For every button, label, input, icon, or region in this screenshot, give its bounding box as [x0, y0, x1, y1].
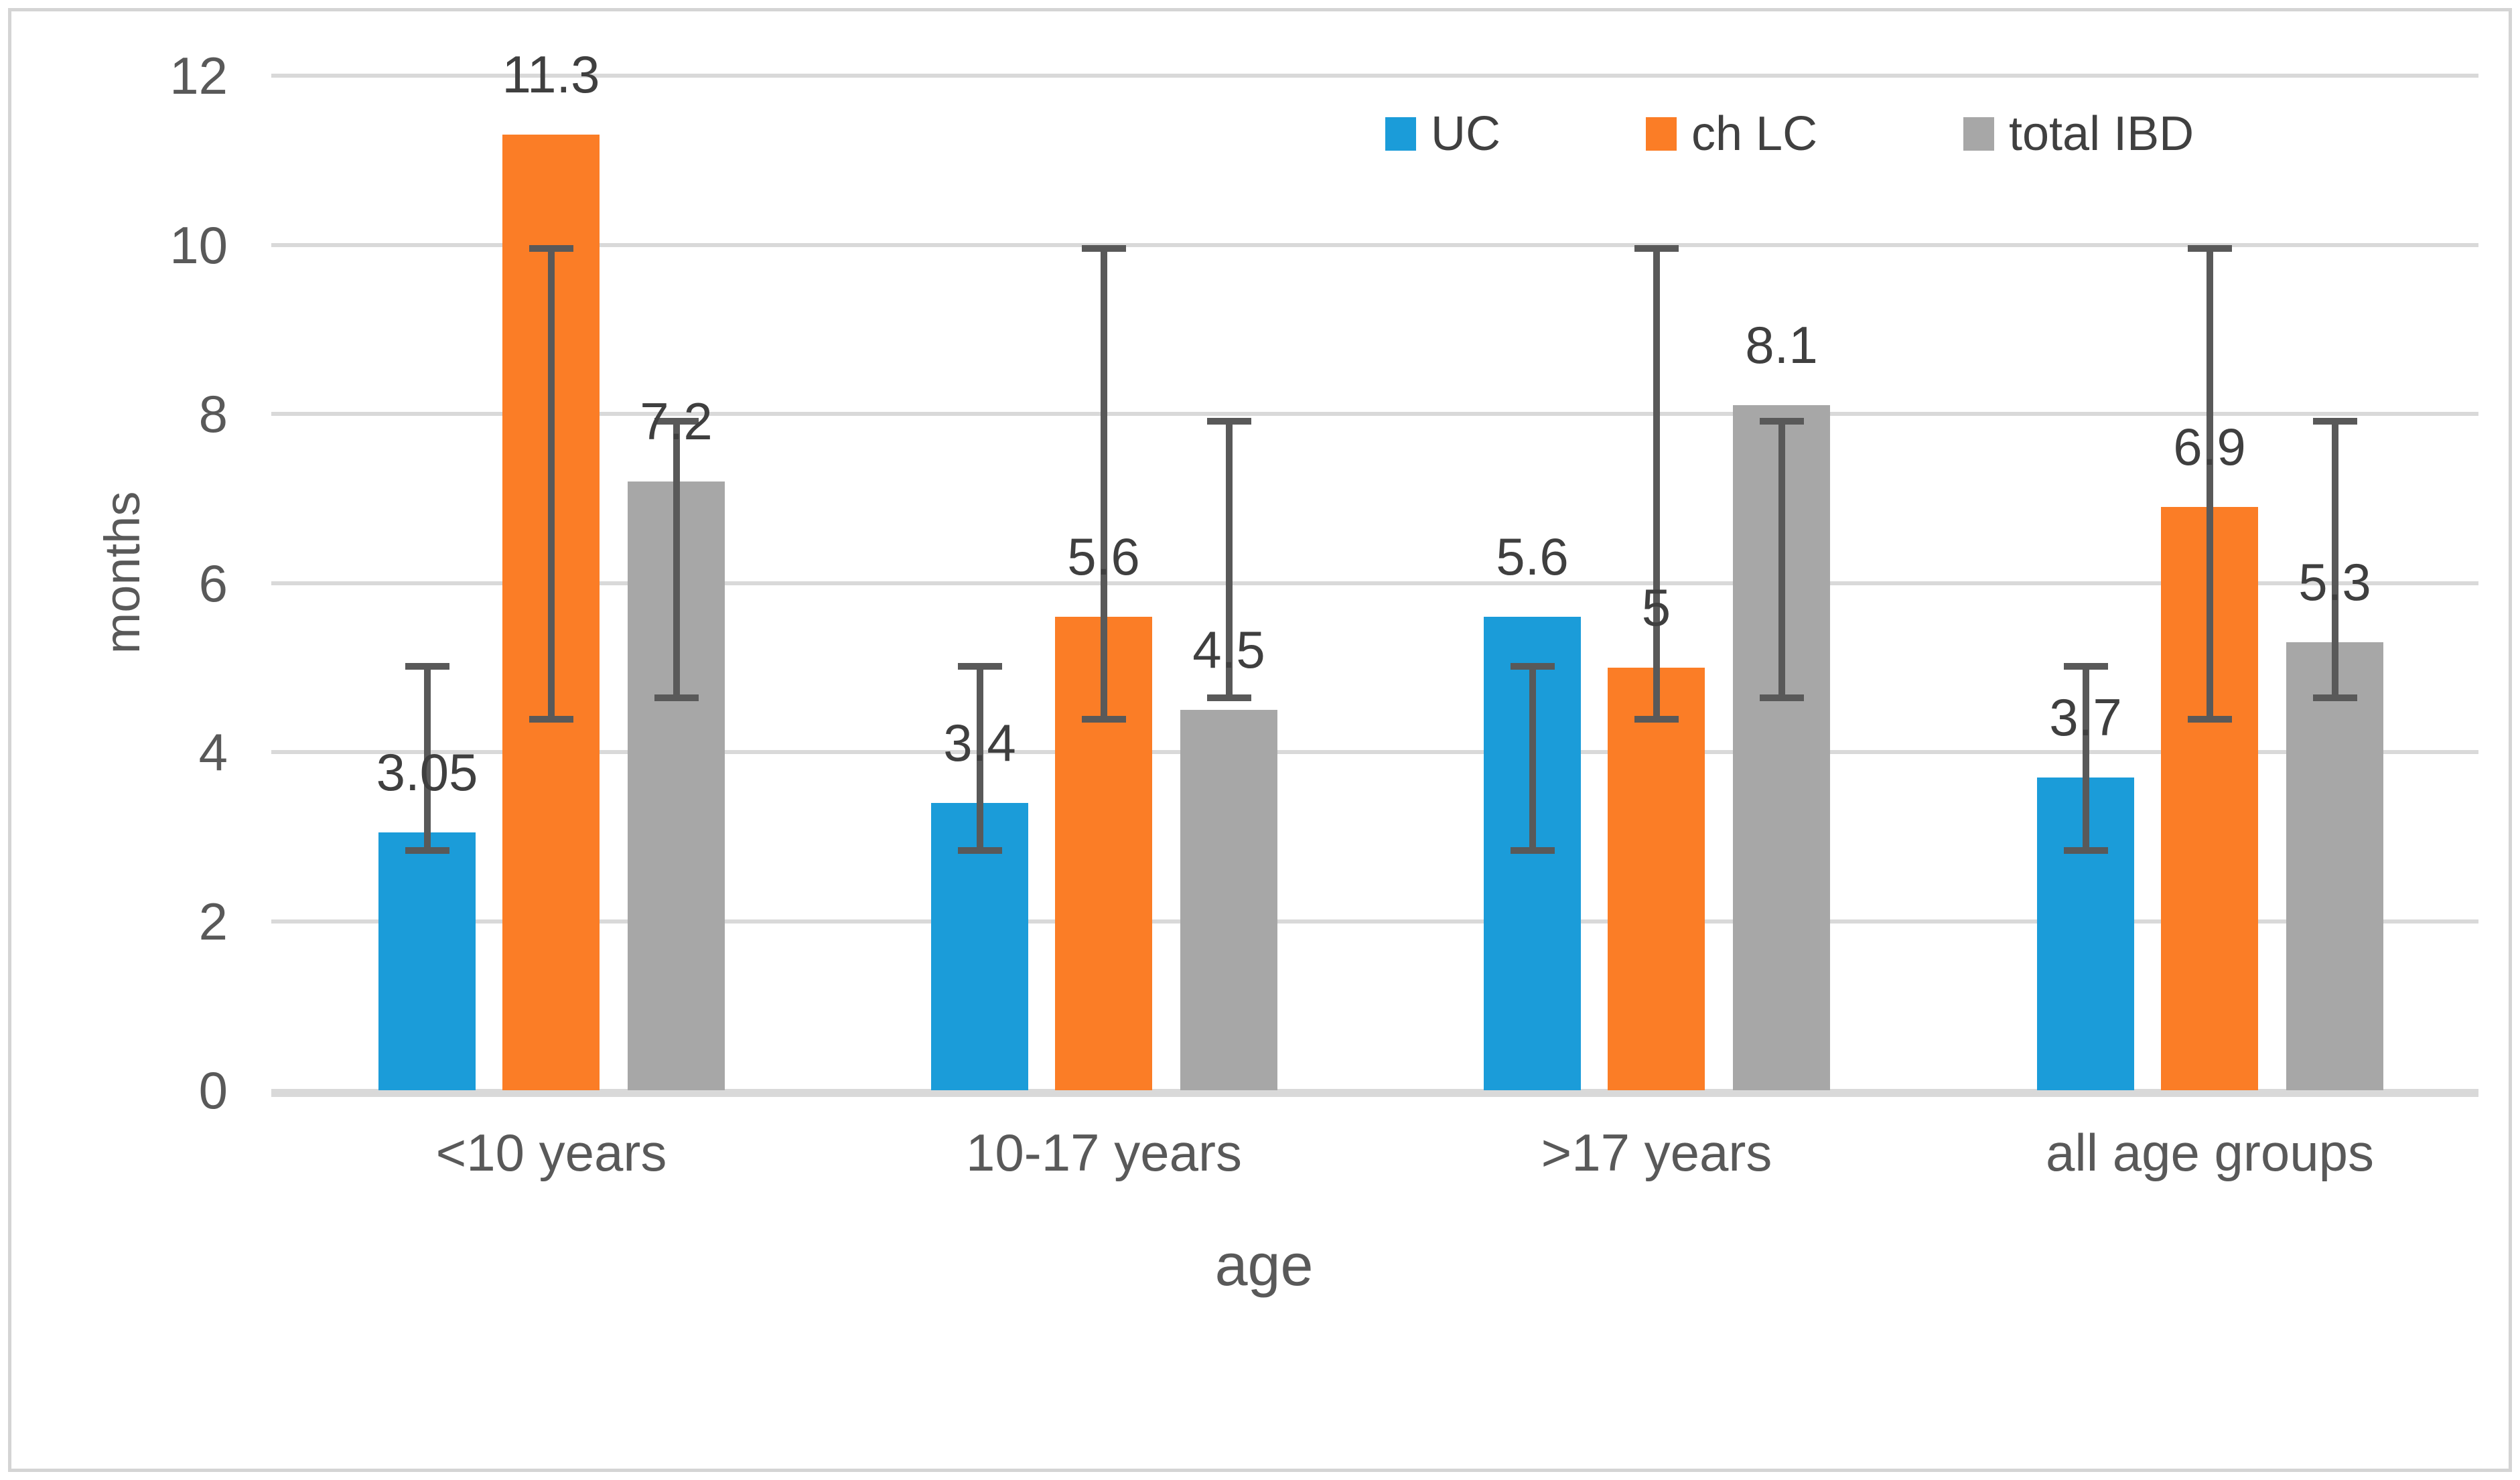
y-tick-6: 6: [198, 553, 228, 613]
data-label-ch-lc-0: 11.3: [502, 45, 600, 104]
legend-label-uc: UC: [1431, 107, 1500, 161]
error-bar-uc-0-line: [423, 663, 431, 854]
error-bar-ch-lc-1-cap-bottom: [1081, 715, 1126, 723]
error-bar-uc-3-line: [2082, 663, 2089, 854]
legend-item-uc: UC: [1385, 110, 1500, 158]
error-bar-ch-lc-2-cap-bottom: [1634, 715, 1679, 723]
error-bar-total-ibd-1-cap-top: [1206, 418, 1251, 425]
data-label-uc-0: 3.05: [376, 742, 478, 802]
error-bar-ch-lc-2-cap-top: [1634, 244, 1679, 252]
x-axis-line: [271, 1089, 2478, 1097]
error-bar-ch-lc-3-cap-top: [2187, 244, 2232, 252]
legend-swatch-total-ibd-icon: [1963, 117, 1994, 151]
error-bar-total-ibd-3-cap-top: [2312, 418, 2357, 425]
error-bar-ch-lc-0-cap-bottom: [529, 715, 573, 723]
error-bar-uc-0-cap-top: [405, 663, 449, 670]
bar-ch-lc-2: [1608, 667, 1705, 1090]
error-bar-total-ibd-2-line: [1778, 418, 1785, 702]
data-label-total-ibd-0: 7.2: [640, 392, 713, 451]
error-bar-uc-3-cap-top: [2063, 663, 2108, 670]
error-bar-total-ibd-0-cap-bottom: [654, 694, 699, 702]
error-bar-ch-lc-1-cap-top: [1081, 244, 1126, 252]
data-label-ch-lc-3: 6.9: [2173, 417, 2246, 476]
error-bar-ch-lc-0-line: [547, 244, 555, 723]
data-label-uc-1: 3.4: [943, 713, 1016, 772]
data-label-uc-2: 5.6: [1496, 527, 1569, 586]
gridline-12: [271, 74, 2478, 78]
y-tick-4: 4: [198, 723, 228, 782]
y-tick-10: 10: [169, 215, 228, 275]
x-tick-10-17-years: 10-17 years: [966, 1123, 1242, 1182]
error-bar-uc-2-cap-top: [1510, 663, 1555, 670]
error-bar-total-ibd-0-cap-top: [654, 418, 699, 425]
gridline-6: [271, 581, 2478, 585]
error-bar-ch-lc-0-cap-top: [529, 244, 573, 252]
data-label-uc-3: 3.7: [2049, 687, 2122, 747]
gridline-10: [271, 242, 2478, 247]
bar-total-ibd-3: [2286, 642, 2383, 1090]
error-bar-ch-lc-2-line: [1653, 244, 1660, 723]
x-tick--10-years: <10 years: [435, 1123, 667, 1182]
data-label-ch-lc-1: 5.6: [1067, 527, 1140, 586]
error-bar-total-ibd-0-line: [673, 418, 680, 702]
bar-total-ibd-1: [1180, 709, 1277, 1090]
error-bar-total-ibd-1-line: [1225, 418, 1233, 702]
legend-label-total-ibd: total IBD: [2009, 107, 2194, 161]
y-tick-2: 2: [198, 891, 228, 951]
y-tick-8: 8: [198, 384, 228, 443]
legend-item-ch-lc: ch LC: [1646, 110, 1817, 158]
y-axis-title: months: [94, 491, 150, 654]
gridline-8: [271, 412, 2478, 416]
data-label-total-ibd-1: 4.5: [1192, 619, 1265, 679]
error-bar-total-ibd-2-cap-bottom: [1759, 694, 1804, 702]
gridline-4: [271, 750, 2478, 754]
data-label-ch-lc-2: 5: [1641, 577, 1671, 637]
legend-swatch-uc-icon: [1385, 117, 1416, 151]
x-axis-title: age: [1214, 1232, 1314, 1298]
legend-swatch-ch-lc-icon: [1646, 117, 1677, 151]
error-bar-uc-0-cap-bottom: [405, 846, 449, 854]
bar-uc-0: [378, 832, 476, 1090]
error-bar-uc-1-cap-top: [957, 663, 1002, 670]
error-bar-uc-1-line: [976, 663, 983, 854]
y-tick-12: 12: [169, 46, 228, 105]
x-tick--17-years: >17 years: [1541, 1123, 1772, 1182]
error-bar-uc-2-cap-bottom: [1510, 846, 1555, 854]
x-tick-all-age-groups: all age groups: [2045, 1123, 2374, 1182]
legend-item-total-ibd: total IBD: [1963, 110, 2194, 158]
error-bar-uc-3-cap-bottom: [2063, 846, 2108, 854]
legend-label-ch-lc: ch LC: [1691, 107, 1818, 161]
error-bar-uc-1-cap-bottom: [957, 846, 1002, 854]
error-bar-uc-2-line: [1529, 663, 1536, 854]
y-tick-0: 0: [198, 1061, 228, 1120]
error-bar-total-ibd-1-cap-bottom: [1206, 694, 1251, 702]
error-bar-total-ibd-3-line: [2331, 418, 2338, 702]
error-bar-total-ibd-3-cap-bottom: [2312, 694, 2357, 702]
gridline-2: [271, 919, 2478, 923]
data-label-total-ibd-2: 8.1: [1745, 315, 1818, 375]
data-label-total-ibd-3: 5.3: [2298, 552, 2371, 611]
error-bar-total-ibd-2-cap-top: [1759, 418, 1804, 425]
error-bar-ch-lc-3-cap-bottom: [2187, 715, 2232, 723]
error-bar-ch-lc-1-line: [1100, 244, 1107, 723]
error-bar-ch-lc-3-line: [2206, 244, 2213, 723]
